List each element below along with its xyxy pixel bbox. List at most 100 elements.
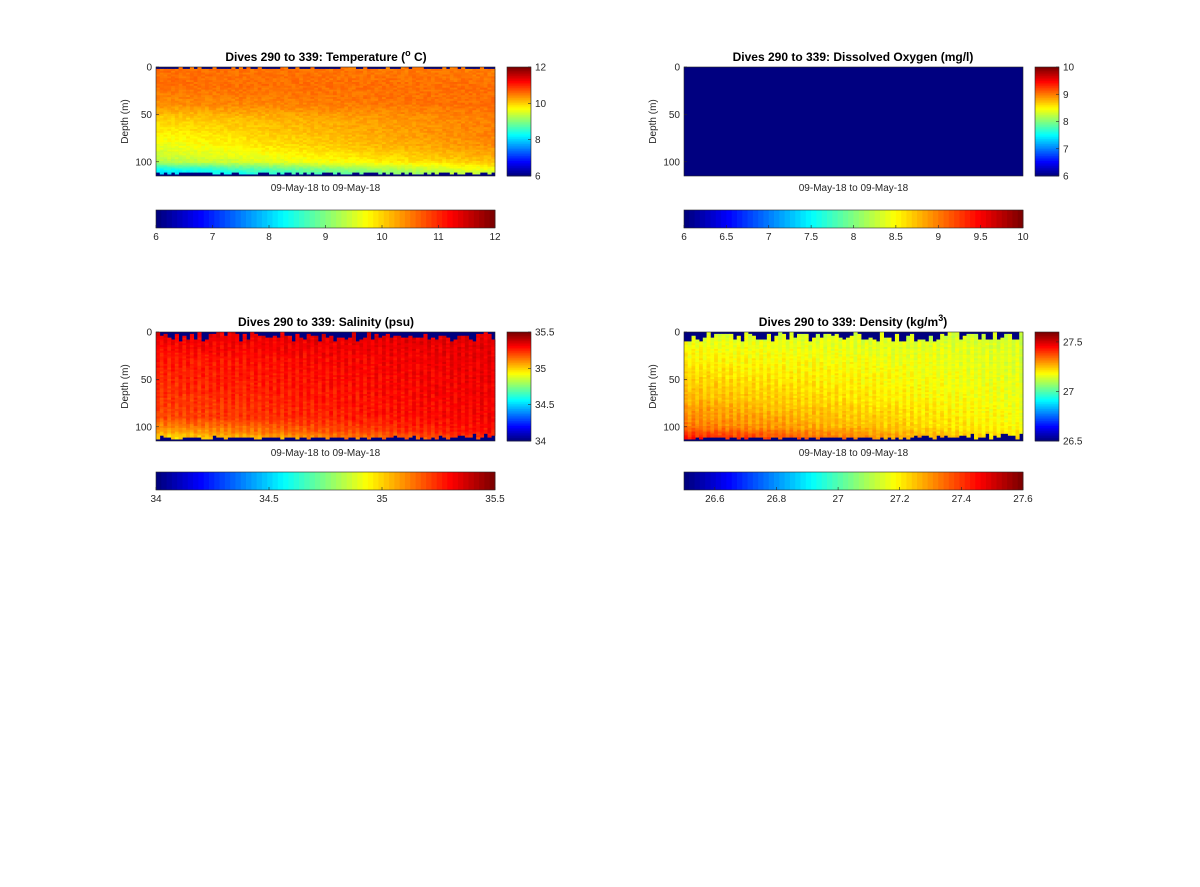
heatmap-cell xyxy=(223,157,228,160)
heatmap-cell xyxy=(242,134,247,137)
heatmap-cell xyxy=(193,70,198,73)
heatmap-cell xyxy=(340,119,345,122)
heatmap-cell xyxy=(314,159,319,162)
heatmap-cell xyxy=(193,102,198,105)
heatmap-cell xyxy=(284,80,289,83)
heatmap-cell xyxy=(317,78,323,81)
heatmap-cell xyxy=(299,72,304,75)
heatmap-cell xyxy=(186,74,191,77)
heatmap-cell xyxy=(189,170,195,173)
heatmap-cell xyxy=(314,134,319,137)
heatmap-cell xyxy=(250,138,255,141)
heatmap-cell xyxy=(269,130,274,134)
heatmap-cell xyxy=(204,166,210,169)
heatmap-cell xyxy=(340,87,345,90)
heatmap-cell xyxy=(280,87,285,90)
heatmap-cell xyxy=(325,74,330,77)
heatmap-cell xyxy=(276,97,281,100)
heatmap-cell xyxy=(174,168,179,171)
heatmap-cell xyxy=(280,98,285,102)
heatmap-cell xyxy=(186,123,191,126)
heatmap-cell xyxy=(238,164,243,167)
heatmap-cell xyxy=(231,74,236,77)
heatmap-cell xyxy=(186,159,191,162)
heatmap-cell xyxy=(189,85,195,89)
heatmap-cell xyxy=(333,87,338,90)
heatmap-cell xyxy=(284,142,289,145)
heatmap-cell xyxy=(284,91,289,94)
heatmap-cell xyxy=(253,147,259,151)
heatmap-cell xyxy=(329,151,334,154)
heatmap-cell xyxy=(193,91,198,94)
heatmap-cell xyxy=(171,91,176,94)
heatmap-cell xyxy=(336,138,341,141)
heatmap-cell xyxy=(178,102,183,105)
heatmap-cell xyxy=(156,82,161,85)
heatmap-cell xyxy=(178,93,183,96)
heatmap-cell xyxy=(246,76,251,79)
heatmap-cell xyxy=(156,153,161,156)
heatmap-cell xyxy=(336,140,341,143)
heatmap-cell xyxy=(314,142,319,145)
heatmap-cell xyxy=(321,80,326,83)
heatmap-cell xyxy=(336,104,341,107)
heatmap-cell xyxy=(280,147,285,151)
heatmap-cell xyxy=(197,95,202,98)
heatmap-cell xyxy=(235,147,240,151)
heatmap-cell xyxy=(159,168,164,171)
heatmap-cell xyxy=(310,74,315,77)
heatmap-cell xyxy=(231,82,236,85)
heatmap-cell xyxy=(193,78,198,81)
heatmap-cell xyxy=(216,89,221,92)
heatmap-cell xyxy=(276,159,281,162)
heatmap-cell xyxy=(261,117,266,120)
heatmap-cell xyxy=(171,87,176,90)
heatmap-cell xyxy=(174,91,179,94)
heatmap-cell xyxy=(272,68,277,72)
heatmap-cell xyxy=(261,140,266,143)
heatmap-cell xyxy=(250,115,255,119)
heatmap-cell xyxy=(321,70,326,73)
heatmap-cell xyxy=(302,157,308,160)
heatmap-cell xyxy=(208,160,213,164)
heatmap-cell xyxy=(287,121,292,124)
heatmap-cell xyxy=(208,74,213,77)
heatmap-cell xyxy=(167,91,172,94)
heatmap-cell xyxy=(325,162,330,166)
heatmap-cell xyxy=(231,162,236,166)
heatmap-cell xyxy=(174,80,179,83)
heatmap-cell xyxy=(261,132,266,136)
heatmap-cell xyxy=(227,125,232,128)
heatmap-cell xyxy=(201,89,206,92)
heatmap-cell xyxy=(242,140,247,143)
heatmap-cell xyxy=(284,127,289,130)
heatmap-cell xyxy=(310,149,315,152)
heatmap-cell xyxy=(295,80,300,83)
heatmap-cell xyxy=(325,170,330,173)
heatmap-cell xyxy=(227,121,232,124)
heatmap-cell xyxy=(223,168,228,171)
heatmap-cell xyxy=(299,70,304,73)
heatmap-cell xyxy=(340,82,345,85)
heatmap-cell xyxy=(171,110,176,113)
heatmap-cell xyxy=(257,162,262,166)
heatmap-cell xyxy=(253,168,259,171)
heatmap-cell xyxy=(295,70,300,73)
heatmap-cell xyxy=(321,123,326,126)
heatmap-cell xyxy=(329,117,334,120)
heatmap-cell xyxy=(227,106,232,109)
heatmap-cell xyxy=(302,70,308,73)
heatmap-cell xyxy=(242,127,247,130)
heatmap-cell xyxy=(208,106,213,109)
heatmap-cell xyxy=(306,91,311,94)
heatmap-cell xyxy=(242,83,247,87)
heatmap-cell xyxy=(174,102,179,105)
heatmap-cell xyxy=(223,144,228,147)
heatmap-cell xyxy=(287,83,292,87)
heatmap-cell xyxy=(336,78,341,81)
heatmap-cell xyxy=(321,82,326,85)
heatmap-cell xyxy=(220,159,225,162)
heatmap-cell xyxy=(238,123,243,126)
heatmap-cell xyxy=(235,134,240,137)
heatmap-cell xyxy=(204,98,210,102)
